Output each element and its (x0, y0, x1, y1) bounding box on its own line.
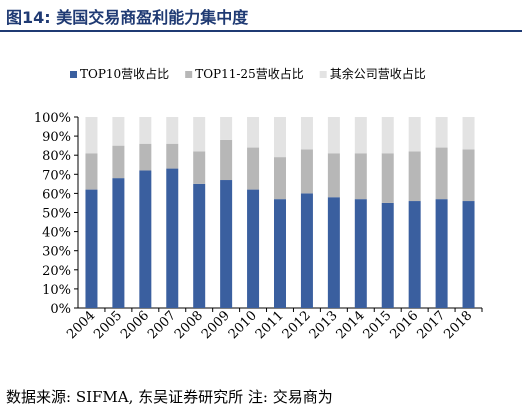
bar-segment-others (381, 117, 394, 154)
bar-segment-top11-25 (139, 143, 152, 171)
bar-segment-others (112, 117, 125, 146)
bar-segment-top11-25 (354, 153, 367, 200)
bar-segment-top11-25 (300, 149, 313, 194)
y-tick-label: 40% (42, 226, 71, 241)
x-tick-label: 2016 (387, 308, 421, 342)
bar-segment-others (247, 117, 260, 148)
bar-segment-top10 (166, 168, 179, 308)
bar-segment-top10 (462, 201, 475, 308)
bar-segment-top10 (247, 189, 260, 308)
figure-title: 图14: 美国交易商盈利能力集中度 (6, 8, 249, 27)
bar-segment-top10 (112, 178, 125, 308)
bar-segment-others (139, 117, 152, 144)
bar-segment-top11-25 (85, 153, 98, 190)
x-tick-label: 2012 (280, 308, 314, 342)
bar-segment-top11-25 (327, 153, 340, 198)
figure-title-bar: 图14: 美国交易商盈利能力集中度 (0, 0, 522, 32)
bar-segment-top10 (435, 199, 448, 308)
x-tick-label: 2013 (307, 308, 341, 342)
y-tick-label: 20% (42, 264, 71, 279)
bar-segment-top11-25 (112, 145, 125, 179)
bar-segment-top10 (85, 189, 98, 308)
bar-segment-top10 (274, 199, 286, 308)
bar-segment-others (327, 117, 340, 154)
y-tick-label: 50% (42, 207, 71, 222)
bar-segment-others (166, 117, 179, 144)
bar-segment-top11-25 (408, 151, 421, 202)
y-tick-label: 30% (42, 245, 71, 260)
bar-segment-top11-25 (462, 149, 475, 202)
x-tick-label: 2017 (414, 308, 448, 342)
x-tick-label: 2007 (145, 308, 179, 342)
legend-label: 其余公司营收占比 (330, 66, 426, 81)
bar-segment-top11-25 (247, 147, 260, 190)
y-tick-label: 0% (50, 302, 71, 317)
bar-segment-top10 (381, 202, 394, 308)
y-tick-label: 10% (42, 283, 71, 298)
bar-segment-top11-25 (381, 153, 394, 203)
stacked-bar-chart: TOP10营收占比 TOP11-25营收占比 其余公司营收占比 0% 10% 20% 30%… (34, 66, 483, 342)
x-tick-label: 2009 (199, 308, 233, 342)
source-note: 数据来源: SIFMA, 东吴证券研究所 注: 交易商为 (6, 388, 333, 406)
bar-segment-others (274, 117, 286, 158)
bar-segment-top10 (354, 199, 367, 308)
bar-segment-top11-25 (166, 143, 179, 169)
bar-segment-others (435, 117, 448, 148)
bar-segment-top10 (300, 193, 313, 308)
bar-segment-top11-25 (274, 157, 286, 200)
x-tick-label: 2014 (334, 308, 368, 342)
x-tick-label: 2015 (361, 308, 395, 342)
y-tick-label: 80% (42, 149, 71, 164)
bar-segment-others (354, 117, 367, 154)
bar-segment-top10 (327, 197, 340, 308)
y-tick-label: 60% (42, 187, 71, 202)
x-tick-label: 2006 (118, 308, 152, 342)
bar-segment-others (408, 117, 421, 152)
legend-swatch (70, 71, 77, 78)
bar-segment-top10 (220, 180, 233, 308)
bar-segment-top10 (408, 201, 421, 308)
x-tick-label: 2011 (253, 308, 287, 342)
bar-segment-top11-25 (435, 147, 448, 200)
bar-segment-others (462, 117, 475, 150)
x-tick-label: 2005 (91, 308, 125, 342)
bar-segment-others (220, 117, 233, 140)
legend-swatch (185, 71, 193, 78)
bar-segment-top10 (139, 170, 152, 308)
bar-segment-others (85, 117, 98, 154)
y-tick-label: 70% (42, 168, 71, 183)
bar-segment-top10 (193, 183, 206, 308)
y-tick-label: 100% (34, 111, 71, 126)
legend-label: TOP10营收占比 (80, 66, 169, 81)
x-tick-label: 2008 (172, 308, 206, 342)
bar-segment-others (300, 117, 313, 150)
x-tick-label: 2010 (226, 308, 260, 342)
bar-segment-top11-25 (220, 139, 233, 181)
bar-segment-others (193, 117, 206, 152)
y-tick-label: 90% (42, 130, 71, 145)
x-tick-label: 2018 (441, 308, 475, 342)
legend-label: TOP11-25营收占比 (195, 66, 304, 81)
bar-segment-top11-25 (193, 151, 206, 184)
legend-swatch (319, 71, 327, 78)
